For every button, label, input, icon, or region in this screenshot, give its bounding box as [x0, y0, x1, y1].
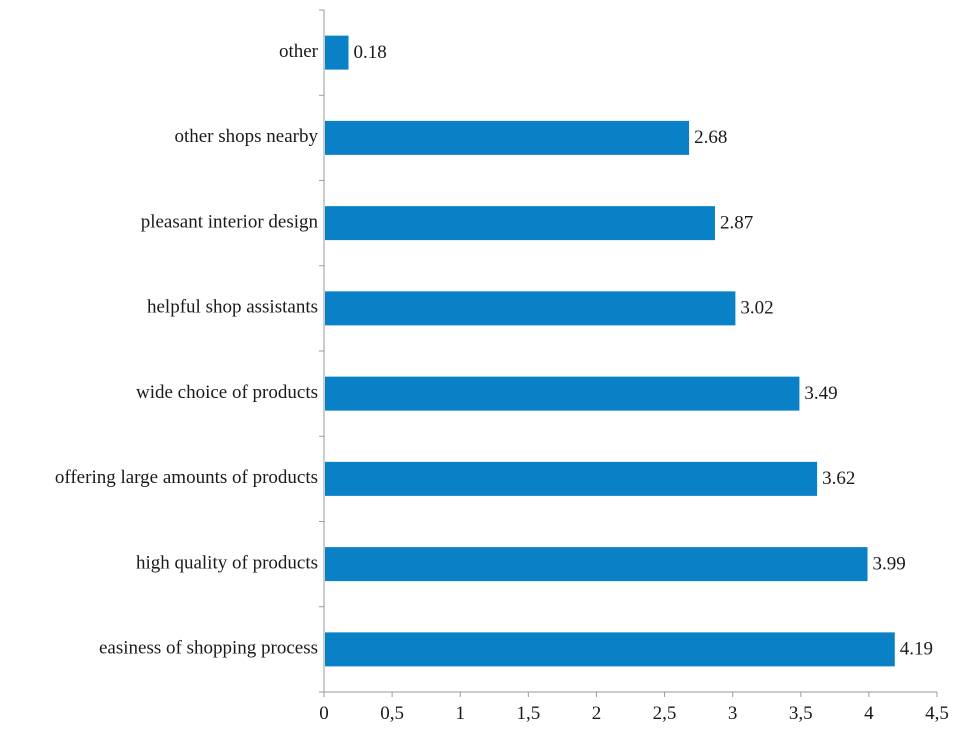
x-tick-label-9: 4,5 — [925, 703, 949, 724]
value-label-6: 3.99 — [873, 553, 906, 574]
category-label-7: easiness of shopping process — [99, 638, 318, 659]
x-tick-label-1: 0,5 — [380, 703, 404, 724]
bar-7 — [325, 632, 895, 667]
x-tick-label-6: 3 — [728, 703, 738, 724]
bar-3 — [325, 291, 736, 326]
category-label-5: offering large amounts of products — [55, 467, 318, 488]
value-label-3: 3.02 — [740, 298, 773, 319]
x-tick-label-2: 1 — [455, 703, 465, 724]
bars-group — [325, 35, 895, 667]
category-label-4: wide choice of products — [136, 382, 318, 403]
value-label-4: 3.49 — [804, 383, 837, 404]
axes-group — [319, 9, 938, 697]
category-label-3: helpful shop assistants — [147, 297, 318, 318]
value-label-1: 2.68 — [694, 127, 727, 148]
x-tick-label-5: 2,5 — [653, 703, 677, 724]
x-tick-label-4: 2 — [592, 703, 602, 724]
bar-6 — [325, 547, 868, 582]
value-label-2: 2.87 — [720, 212, 753, 233]
x-tick-label-0: 0 — [319, 703, 329, 724]
value-label-5: 3.62 — [822, 468, 855, 489]
category-label-0: other — [279, 41, 319, 62]
category-label-6: high quality of products — [136, 552, 318, 573]
category-label-2: pleasant interior design — [141, 211, 319, 232]
bar-4 — [325, 376, 800, 411]
x-tick-label-7: 3,5 — [789, 703, 813, 724]
bar-2 — [325, 206, 715, 241]
category-label-1: other shops nearby — [174, 126, 318, 147]
bar-5 — [325, 461, 818, 496]
bar-1 — [325, 120, 690, 155]
value-label-0: 0.18 — [354, 42, 387, 63]
x-tick-label-3: 1,5 — [516, 703, 540, 724]
x-tick-label-8: 4 — [864, 703, 874, 724]
bar-0 — [325, 35, 349, 70]
labels-group: other 0.18 other shops nearby 2.68 pleasant … — [55, 41, 949, 724]
value-label-7: 4.19 — [900, 639, 933, 660]
